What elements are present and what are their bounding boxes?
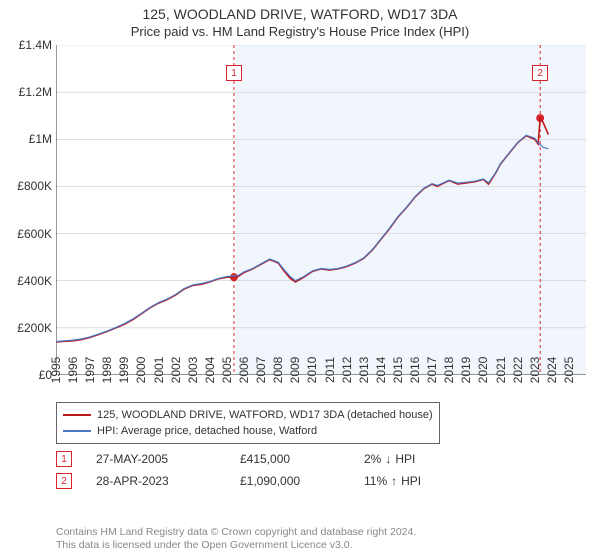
x-tick-label: 2012 [340, 357, 354, 384]
title-block: 125, WOODLAND DRIVE, WATFORD, WD17 3DA P… [0, 0, 600, 39]
x-tick-label: 2016 [408, 357, 422, 384]
x-tick-label: 1996 [66, 357, 80, 384]
event-row-2: 2 28-APR-2023 £1,090,000 11% ↑ HPI [56, 470, 421, 492]
events-block: 1 27-MAY-2005 £415,000 2% ↓ HPI 2 28-APR… [56, 448, 421, 492]
y-tick-label: £1.4M [4, 38, 52, 52]
y-tick-label: £0 [4, 368, 52, 382]
x-tick-label: 2010 [305, 357, 319, 384]
x-tick-label: 2024 [545, 357, 559, 384]
x-tick-label: 2009 [288, 357, 302, 384]
x-tick-label: 2006 [237, 357, 251, 384]
x-tick-label: 2013 [357, 357, 371, 384]
x-tick-label: 2011 [323, 357, 337, 383]
x-tick-label: 2005 [220, 357, 234, 384]
line-chart [56, 45, 586, 375]
y-tick-label: £200K [4, 321, 52, 335]
event-delta: 11% ↑ HPI [364, 474, 421, 488]
chart-container: 125, WOODLAND DRIVE, WATFORD, WD17 3DA P… [0, 0, 600, 560]
y-tick-label: £1.2M [4, 85, 52, 99]
x-tick-label: 2025 [562, 357, 576, 384]
title-sub: Price paid vs. HM Land Registry's House … [0, 24, 600, 39]
event-row-1: 1 27-MAY-2005 £415,000 2% ↓ HPI [56, 448, 421, 470]
arrow-down-icon: ↓ [385, 452, 391, 466]
x-tick-label: 2015 [391, 357, 405, 384]
x-tick-label: 1998 [100, 357, 114, 384]
x-tick-label: 2021 [494, 357, 508, 384]
x-tick-label: 2007 [254, 357, 268, 384]
event-delta: 2% ↓ HPI [364, 452, 415, 466]
legend-swatch [63, 430, 91, 432]
legend: 125, WOODLAND DRIVE, WATFORD, WD17 3DA (… [56, 402, 440, 444]
arrow-up-icon: ↑ [391, 474, 397, 488]
legend-item-price-paid: 125, WOODLAND DRIVE, WATFORD, WD17 3DA (… [63, 407, 433, 423]
y-tick-label: £400K [4, 274, 52, 288]
x-tick-label: 1997 [83, 357, 97, 384]
y-axis: £0£200K£400K£600K£800K£1M£1.2M£1.4M [4, 45, 52, 375]
x-tick-label: 1999 [117, 357, 131, 384]
x-axis: 1995199619971998199920002001200220032004… [56, 340, 586, 400]
event-price: £1,090,000 [240, 474, 340, 488]
y-tick-label: £1M [4, 132, 52, 146]
event-marker-2: 2 [56, 473, 72, 489]
event-date: 28-APR-2023 [96, 474, 216, 488]
chart-marker-flag: 1 [226, 65, 242, 81]
x-tick-label: 2008 [271, 357, 285, 384]
x-tick-label: 2022 [511, 357, 525, 384]
x-tick-label: 2014 [374, 357, 388, 384]
event-price: £415,000 [240, 452, 340, 466]
chart-area: £0£200K£400K£600K£800K£1M£1.2M£1.4M 12 [56, 45, 586, 375]
legend-label: 125, WOODLAND DRIVE, WATFORD, WD17 3DA (… [97, 407, 433, 423]
attribution: Contains HM Land Registry data © Crown c… [56, 526, 416, 552]
y-tick-label: £800K [4, 179, 52, 193]
x-tick-label: 2023 [528, 357, 542, 384]
chart-marker-flag: 2 [532, 65, 548, 81]
x-tick-label: 1995 [49, 357, 63, 384]
attribution-line-2: This data is licensed under the Open Gov… [56, 539, 416, 552]
x-tick-label: 2017 [425, 357, 439, 384]
event-date: 27-MAY-2005 [96, 452, 216, 466]
x-tick-label: 2018 [442, 357, 456, 384]
legend-item-hpi: HPI: Average price, detached house, Watf… [63, 423, 433, 439]
x-tick-label: 2003 [186, 357, 200, 384]
y-tick-label: £600K [4, 227, 52, 241]
x-tick-label: 2000 [134, 357, 148, 384]
legend-swatch [63, 414, 91, 416]
x-tick-label: 2001 [152, 357, 166, 384]
legend-label: HPI: Average price, detached house, Watf… [97, 423, 317, 439]
title-main: 125, WOODLAND DRIVE, WATFORD, WD17 3DA [0, 6, 600, 22]
x-tick-label: 2002 [169, 357, 183, 384]
x-tick-label: 2019 [459, 357, 473, 384]
attribution-line-1: Contains HM Land Registry data © Crown c… [56, 526, 416, 539]
x-tick-label: 2020 [476, 357, 490, 384]
x-tick-label: 2004 [203, 357, 217, 384]
event-marker-1: 1 [56, 451, 72, 467]
